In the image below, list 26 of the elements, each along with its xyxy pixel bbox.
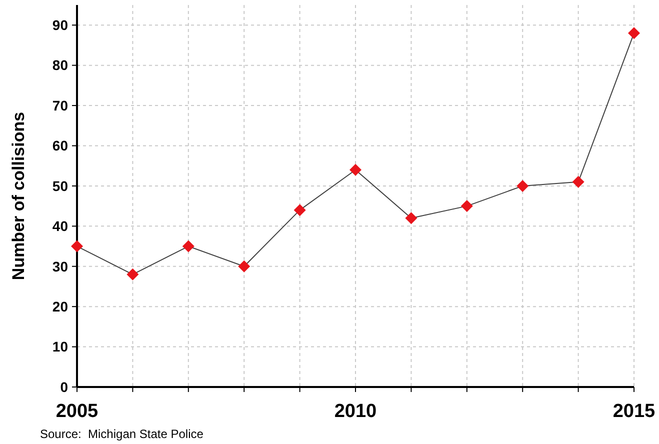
y-tick-label: 20 xyxy=(52,298,68,314)
x-tick-label: 2005 xyxy=(56,401,99,422)
point xyxy=(405,212,418,224)
y-tick-label: 30 xyxy=(52,258,68,274)
point xyxy=(71,240,83,252)
point xyxy=(182,240,194,252)
x-tick-label: 2010 xyxy=(334,401,377,422)
point xyxy=(350,164,362,176)
y-tick-label: 40 xyxy=(52,218,68,234)
point xyxy=(572,176,584,188)
y-tick-label: 70 xyxy=(52,97,68,114)
point xyxy=(516,180,529,192)
y-tick-label: 80 xyxy=(52,57,68,74)
y-tick-label: 60 xyxy=(52,138,68,154)
point xyxy=(294,204,306,216)
y-tick-label: 10 xyxy=(52,338,68,355)
x-tick-label: 2015 xyxy=(612,401,656,422)
point xyxy=(238,260,250,272)
y-tick-label: 50 xyxy=(52,178,68,194)
y-axis-title: Number of collisions xyxy=(9,112,28,280)
source-note: Source: Michigan State Police xyxy=(40,427,204,441)
y-tick-label: 0 xyxy=(60,378,68,395)
y-tick-label: 90 xyxy=(52,17,68,34)
point xyxy=(460,200,473,212)
point xyxy=(126,268,139,280)
point xyxy=(628,27,640,40)
